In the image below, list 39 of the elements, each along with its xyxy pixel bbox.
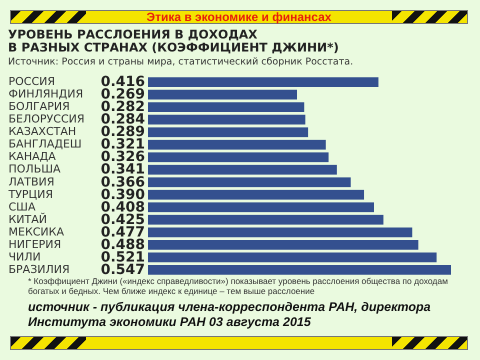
bar — [148, 140, 326, 150]
text: источник - публикация члена-корреспондента РАН, директора Института экономики РАН 03 августа 2015 — [28, 300, 432, 330]
data-label: 0.547 — [100, 262, 145, 278]
y-tick-label: КАЗАХСТАН — [8, 125, 76, 138]
y-tick-label: КИТАЙ — [8, 212, 48, 226]
bar — [148, 90, 298, 100]
bar — [148, 264, 451, 275]
y-tick-label: БРАЗИЛИЯ — [8, 262, 70, 276]
y-tick-label: ЛАТВИЯ — [8, 175, 54, 188]
y-tick-label: БЕЛОРУССИЯ — [8, 112, 84, 126]
y-tick-label: НИГЕРИЯ — [8, 238, 62, 251]
text: УРОВЕНЬ РАССЛОЕНИЯ В ДОХОДАХ — [8, 28, 258, 42]
bar — [148, 252, 437, 262]
bar — [148, 214, 384, 225]
y-tick-label: КАНАДА — [8, 150, 56, 164]
y-tick-label: РОССИЯ — [8, 75, 56, 88]
bar — [148, 227, 412, 238]
bar — [148, 240, 418, 250]
y-tick-label: БАНГЛАДЕШ — [8, 138, 82, 151]
y-tick-label: США — [8, 200, 36, 214]
bar — [148, 202, 374, 212]
y-tick-label: БОЛГАРИЯ — [8, 100, 70, 114]
bar — [148, 190, 364, 200]
chart-subtitle: Источник: Россия и страны мира, статистический сборник Росстата. — [8, 56, 354, 68]
y-tick-label: ПОЛЬША — [8, 162, 62, 176]
bar — [148, 164, 337, 175]
text: В РАЗНЫХ СТРАНАХ (КОЭФФИЦИЕНТ ДЖИНИ*) — [8, 40, 339, 55]
y-tick-label: МЕКСИКА — [8, 225, 64, 238]
text: * Коэффициент Джини («индекс справедливости») показывает уровень расслоения общества по доходам богатых и бедных. Чем ближе индекс к единице – тем выше расслоение — [28, 276, 449, 296]
bar — [148, 177, 351, 188]
bar — [148, 102, 304, 112]
y-tick-label: ТУРЦИЯ — [8, 188, 53, 201]
y-tick-label: ФИНЛЯНДИЯ — [8, 88, 84, 101]
bar — [148, 114, 306, 125]
y-tick-label: ЧИЛИ — [8, 250, 41, 264]
text: Этика в экономике и финансах — [11, 10, 467, 24]
bar — [148, 77, 378, 88]
bar — [148, 152, 329, 162]
bar — [148, 127, 308, 138]
